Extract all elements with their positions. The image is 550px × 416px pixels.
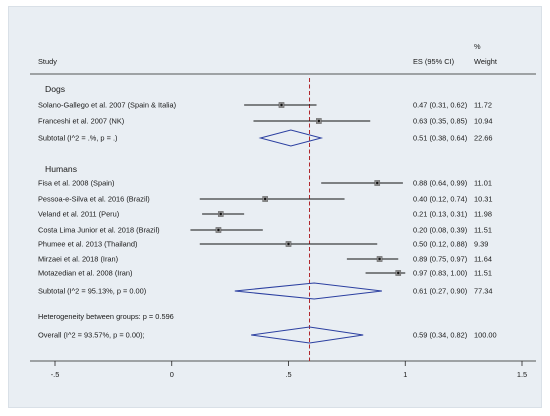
- study-es-ci: 0.89 (0.75, 0.97): [413, 255, 467, 264]
- study-es-ci: 0.21 (0.13, 0.31): [413, 210, 467, 219]
- effect-point: [217, 228, 220, 232]
- study-label: Franceshi et al. 2007 (NK): [38, 117, 124, 126]
- plot-frame: [8, 6, 542, 408]
- subtotal-dogs-diamond: [258, 129, 324, 147]
- header-study: Study: [38, 57, 57, 66]
- overall-es-ci: 0.59 (0.34, 0.82): [413, 331, 467, 340]
- overall-label: Overall (I^2 = 93.57%, p = 0.00);: [38, 331, 145, 340]
- x-tick-label: 1.5: [517, 370, 527, 379]
- subtotal-dogs-es-ci: 0.51 (0.38, 0.64): [413, 134, 467, 143]
- study-es-ci: 0.47 (0.31, 0.62): [413, 101, 467, 110]
- study-weight: 10.31: [474, 195, 493, 204]
- study-label: Mirzaei et al. 2018 (Iran): [38, 255, 118, 264]
- study-weight: 11.72: [474, 101, 492, 110]
- x-tick-label: .5: [285, 370, 291, 379]
- study-es-ci: 0.50 (0.12, 0.88): [413, 240, 467, 249]
- subtotal-humans-es-ci: 0.61 (0.27, 0.90): [413, 287, 467, 296]
- study-es-ci: 0.20 (0.08, 0.39): [413, 226, 467, 235]
- effect-point: [378, 257, 381, 261]
- study-weight: 11.98: [474, 210, 492, 219]
- study-es-ci: 0.40 (0.12, 0.74): [413, 195, 467, 204]
- study-es-ci: 0.97 (0.83, 1.00): [413, 269, 467, 278]
- study-weight: 11.01: [474, 179, 492, 188]
- study-es-ci: 0.88 (0.64, 0.99): [413, 179, 467, 188]
- subtotal-humans-label: Subtotal (I^2 = 95.13%, p = 0.00): [38, 287, 146, 296]
- study-label: Motazedian et al. 2008 (Iran): [38, 269, 133, 278]
- effect-point: [317, 119, 321, 123]
- effect-point: [287, 242, 290, 246]
- subtotal-humans-diamond: [234, 282, 382, 300]
- x-tick-label: 1: [403, 370, 407, 379]
- subtotal-dogs-weight: 22.66: [474, 134, 493, 143]
- x-tick-label: 0: [170, 370, 174, 379]
- study-label: Pessoa-e-Silva et al. 2016 (Brazil): [38, 195, 150, 204]
- group-label-humans: Humans: [45, 164, 77, 174]
- x-tick-label: -.5: [51, 370, 60, 379]
- study-weight: 9.39: [474, 240, 488, 249]
- header-weight: Weight: [474, 57, 497, 66]
- study-weight: 11.51: [474, 269, 492, 278]
- subtotal-humans-weight: 77.34: [474, 287, 493, 296]
- effect-point: [263, 197, 267, 201]
- effect-point: [376, 181, 379, 185]
- effect-point: [219, 212, 222, 216]
- study-label: Costa Lima Junior et al. 2018 (Brazil): [38, 226, 160, 235]
- heterogeneity-text: Heterogeneity between groups: p = 0.596: [38, 312, 174, 321]
- study-weight: 11.64: [474, 255, 492, 264]
- study-label: Veland et al. 2011 (Peru): [38, 210, 119, 219]
- study-label: Phumee et al. 2013 (Thailand): [38, 240, 137, 249]
- effect-point: [280, 103, 283, 107]
- study-weight: 10.94: [474, 117, 493, 126]
- overall-diamond: [251, 326, 364, 344]
- header-weight-symbol: %: [474, 42, 481, 51]
- study-label: Fisa et al. 2008 (Spain): [38, 179, 114, 188]
- subtotal-dogs-label: Subtotal (I^2 = .%, p = .): [38, 134, 117, 143]
- study-weight: 11.51: [474, 226, 492, 235]
- group-label-dogs: Dogs: [45, 84, 65, 94]
- overall-weight: 100.00: [474, 331, 497, 340]
- effect-point: [397, 271, 400, 275]
- header-es-ci: ES (95% CI): [413, 57, 454, 66]
- study-label: Solano-Gallego et al. 2007 (Spain & Ital…: [38, 101, 176, 110]
- study-es-ci: 0.63 (0.35, 0.85): [413, 117, 467, 126]
